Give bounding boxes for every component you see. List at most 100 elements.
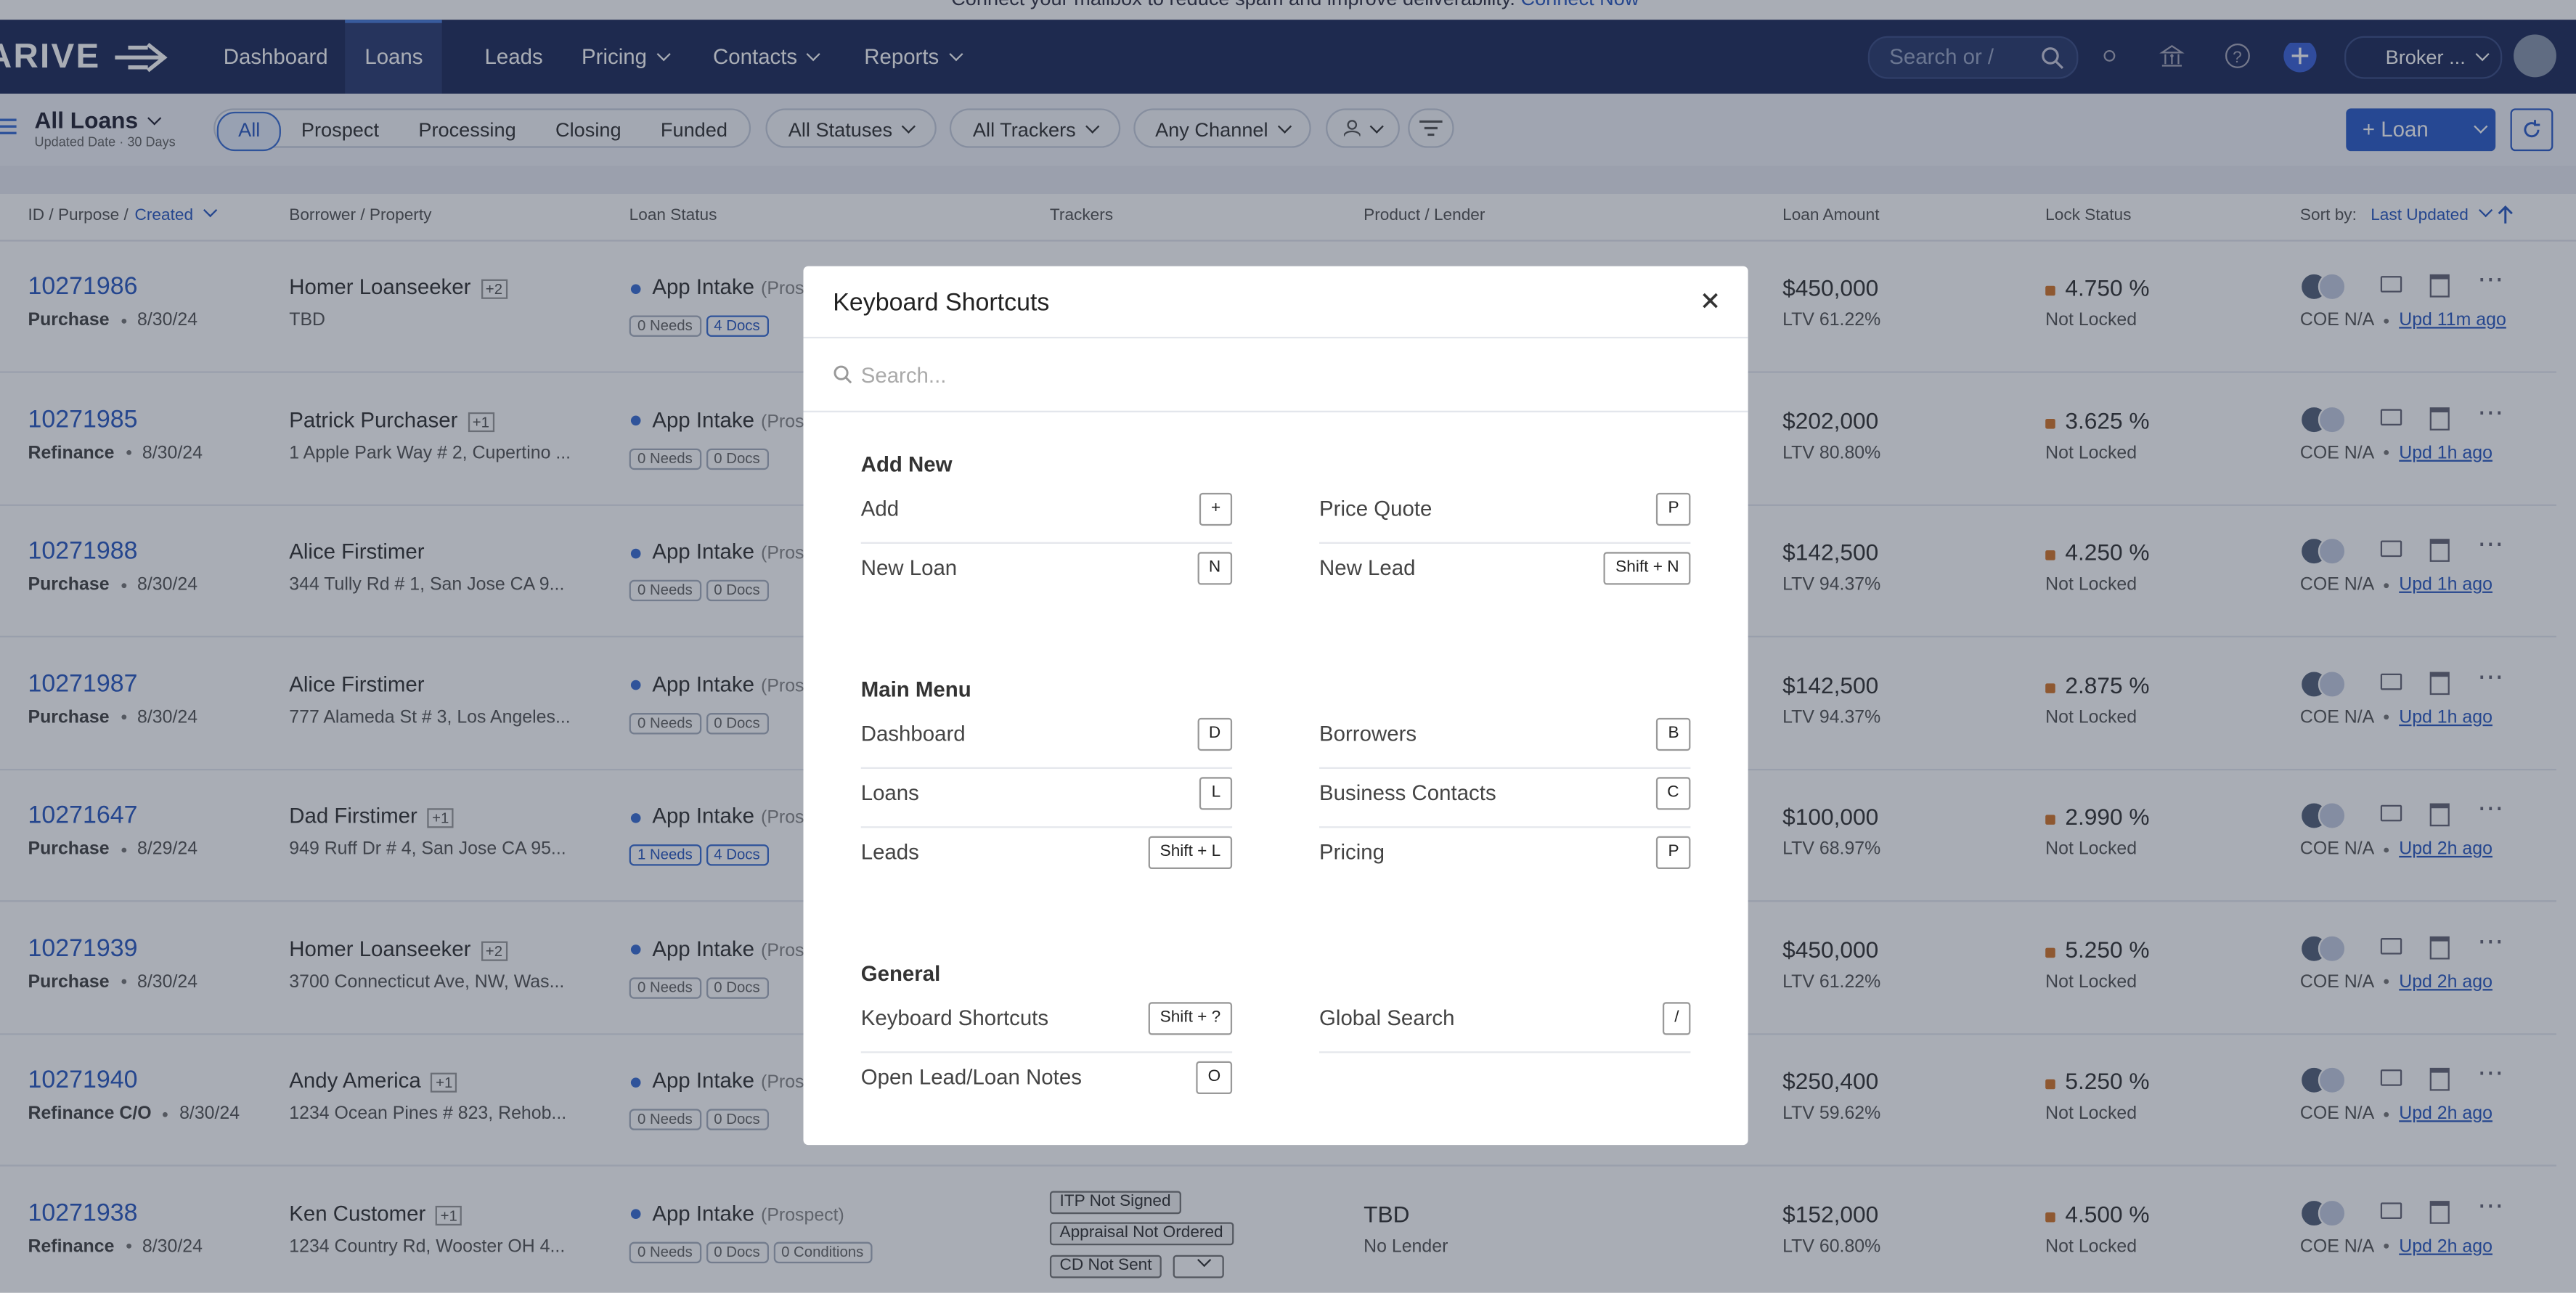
loan-id[interactable]: 10271987	[28, 669, 138, 698]
nav-item[interactable]: Contacts	[693, 20, 839, 94]
shortcut[interactable]: Leads Shift + L	[861, 826, 1233, 885]
account-menu[interactable]: Broker ...	[2344, 36, 2502, 79]
status-tab[interactable]: Closing	[555, 118, 621, 142]
loan-amount: $450,000	[1782, 935, 1879, 962]
chat-icon[interactable]	[2380, 937, 2402, 954]
logo[interactable]: ARIVE	[0, 38, 101, 76]
shortcut-key: N	[1197, 552, 1233, 585]
shortcut[interactable]: New Loan N	[861, 542, 1233, 601]
calendar-icon[interactable]	[2429, 1067, 2450, 1091]
loan-id[interactable]: 10271988	[28, 537, 138, 566]
shortcut[interactable]: Add +	[860, 483, 1233, 544]
chat-icon[interactable]	[2380, 804, 2402, 822]
chat-icon[interactable]	[2380, 1069, 2402, 1086]
shortcut[interactable]: Pricing P	[1319, 826, 1691, 885]
more-icon[interactable]: ⋯	[2477, 795, 2506, 823]
updated[interactable]: Upd 2h ago	[2399, 1236, 2493, 1256]
sort-arrow[interactable]	[2497, 205, 2514, 225]
section-title: Main Menu	[860, 677, 971, 702]
shortcut[interactable]: Business Contacts C	[1319, 767, 1691, 828]
avatar[interactable]	[2318, 272, 2347, 301]
loan-id[interactable]: 10271940	[28, 1066, 138, 1095]
chat-icon[interactable]	[2380, 1202, 2402, 1218]
banner-link[interactable]: Connect Now	[1521, 0, 1639, 10]
loan-id[interactable]: 10271647	[28, 802, 138, 830]
filter-dropdown[interactable]: Any Channel	[1133, 108, 1311, 148]
search-box[interactable]: Search or /	[1867, 36, 2079, 79]
shortcut[interactable]: Keyboard Shortcuts Shift + ?	[860, 992, 1233, 1053]
shortcut[interactable]: Dashboard D	[860, 708, 1233, 769]
status-tab[interactable]: Processing	[418, 118, 516, 142]
user-filter[interactable]	[1326, 108, 1400, 148]
shortcut[interactable]: Global Search /	[1319, 992, 1691, 1053]
shortcut[interactable]: Price Quote P	[1319, 483, 1691, 544]
modal-search[interactable]: Search...	[803, 336, 1748, 412]
loan-row[interactable]: 10271940 Refinance C/O 8/30/24 Andy America…	[0, 1033, 2556, 1167]
more-icon[interactable]: ⋯	[2477, 398, 2506, 427]
avatar[interactable]	[2318, 537, 2347, 566]
close-button[interactable]	[1702, 293, 1719, 309]
calendar-icon[interactable]	[2429, 274, 2450, 298]
refresh-button[interactable]	[2510, 108, 2553, 152]
nav-item[interactable]: Reports	[844, 20, 980, 94]
chat-icon[interactable]	[2380, 540, 2402, 558]
avatar[interactable]	[2318, 669, 2347, 698]
calendar-icon[interactable]	[2429, 407, 2450, 430]
nav-item[interactable]: Loans	[345, 20, 443, 94]
profile-avatar[interactable]	[2514, 34, 2556, 78]
more-icon[interactable]: ⋯	[2477, 1191, 2506, 1220]
loan-id[interactable]: 10271938	[28, 1198, 138, 1227]
updated[interactable]: Upd 11m ago	[2399, 310, 2506, 330]
shortcut[interactable]: Open Lead/Loan Notes O	[861, 1051, 1233, 1110]
calendar-icon[interactable]	[2429, 803, 2450, 827]
search-placeholder: Search...	[860, 363, 947, 388]
updated[interactable]: Upd 2h ago	[2399, 971, 2493, 992]
loan-id[interactable]: 10271985	[28, 404, 138, 433]
calendar-icon[interactable]	[2429, 539, 2450, 562]
updated[interactable]: Upd 2h ago	[2399, 839, 2493, 860]
shortcut[interactable]: New Lead Shift + N	[1319, 542, 1691, 601]
more-icon[interactable]: ⋯	[2477, 266, 2506, 295]
nav-item[interactable]: Leads	[484, 44, 543, 70]
status-tab[interactable]: Funded	[660, 118, 727, 142]
avatar[interactable]	[2318, 1198, 2347, 1227]
sort-value[interactable]: Last Updated	[2371, 207, 2490, 225]
updated[interactable]: Upd 1h ago	[2399, 442, 2493, 462]
status-tab[interactable]: All	[216, 111, 282, 152]
more-icon[interactable]: ⋯	[2477, 1059, 2506, 1088]
updated[interactable]: Upd 2h ago	[2399, 1104, 2493, 1124]
loan-row[interactable]: 10271647 Purchase 8/29/24 Dad Firstimer +1 94…	[0, 769, 2556, 902]
sort-column[interactable]: Created	[135, 207, 215, 225]
calendar-icon[interactable]	[2429, 1199, 2450, 1223]
status-tab[interactable]: Prospect	[301, 118, 380, 142]
avatar[interactable]	[2318, 404, 2347, 433]
avatar[interactable]	[2318, 802, 2347, 830]
new-loan-button[interactable]: + Loan	[2346, 108, 2496, 152]
shortcut[interactable]: Borrowers B	[1319, 708, 1691, 769]
filter-dropdown[interactable]: All Trackers	[949, 108, 1121, 148]
loan-id[interactable]: 10271939	[28, 934, 138, 962]
avatar[interactable]	[2318, 1066, 2347, 1095]
filter-dropdown[interactable]: All Statuses	[765, 108, 937, 148]
chat-icon[interactable]	[2380, 672, 2402, 690]
chat-icon[interactable]	[2380, 276, 2402, 293]
view-selector[interactable]: All Loans	[35, 107, 160, 133]
lock-status: Not Locked	[2045, 1104, 2137, 1124]
avatar[interactable]	[2318, 934, 2347, 962]
nav-item[interactable]: Pricing	[562, 20, 688, 94]
more-icon[interactable]: ⋯	[2477, 530, 2506, 559]
loan-id[interactable]: 10271986	[28, 272, 138, 301]
updated[interactable]: Upd 1h ago	[2399, 574, 2493, 595]
calendar-icon[interactable]	[2429, 935, 2450, 959]
more-icon[interactable]: ⋯	[2477, 927, 2506, 955]
loan-row[interactable]: 10271938 Refinance 8/30/24 Ken Customer +1 12…	[0, 1165, 2556, 1292]
calendar-icon[interactable]	[2429, 671, 2450, 695]
shortcut[interactable]: Loans L	[860, 767, 1233, 828]
updated[interactable]: Upd 1h ago	[2399, 707, 2493, 727]
chat-icon[interactable]	[2380, 408, 2402, 425]
more-icon[interactable]: ⋯	[2477, 663, 2506, 691]
filter-button[interactable]	[1408, 108, 1454, 148]
tracker-more[interactable]	[1173, 1254, 1224, 1278]
nav-item[interactable]: Dashboard	[223, 44, 328, 70]
menu-icon[interactable]	[0, 117, 20, 136]
